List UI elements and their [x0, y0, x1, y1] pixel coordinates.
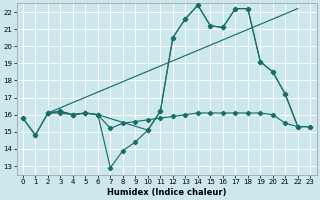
X-axis label: Humidex (Indice chaleur): Humidex (Indice chaleur)	[107, 188, 226, 197]
